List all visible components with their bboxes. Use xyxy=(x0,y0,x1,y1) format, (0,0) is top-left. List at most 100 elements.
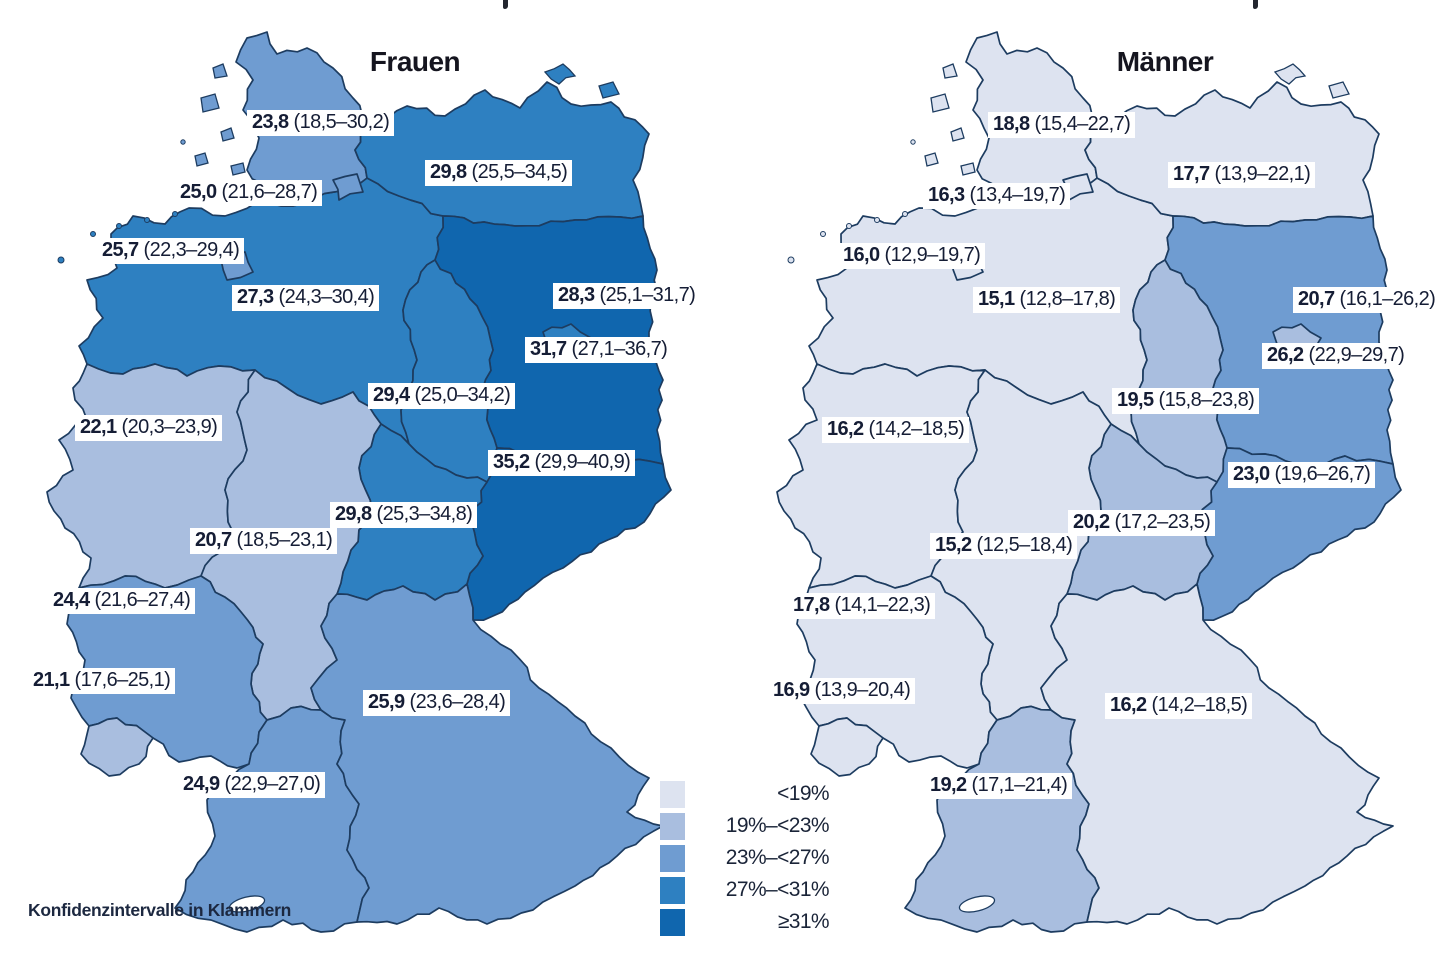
region-confidence-interval: (23,6–28,4) xyxy=(409,691,506,713)
legend-label: ≥31% xyxy=(777,910,830,933)
value-label-st-frauen: 29,4 (25,0–34,2) xyxy=(368,383,516,409)
coastal-islet xyxy=(57,256,65,264)
value-label-th-frauen: 29,8 (25,3–34,8) xyxy=(330,502,478,528)
region-confidence-interval: (14,2–18,5) xyxy=(1151,694,1248,716)
region-value: 18,8 xyxy=(993,113,1030,135)
coastal-island xyxy=(942,63,958,79)
coastal-island xyxy=(1273,63,1307,85)
value-label-ni-maenner: 15,1 (12,8–17,8) xyxy=(973,287,1121,313)
cropped-title-artifact xyxy=(1253,0,1258,9)
region-confidence-interval: (25,1–31,7) xyxy=(599,284,696,306)
legend-swatch xyxy=(660,844,685,872)
region-confidence-interval: (16,1–26,2) xyxy=(1339,288,1436,310)
region-confidence-interval: (13,9–20,4) xyxy=(814,679,911,701)
value-label-hb-maenner: 16,0 (12,9–19,7) xyxy=(838,243,986,269)
coastal-island xyxy=(212,63,228,79)
region-confidence-interval: (12,9–19,7) xyxy=(884,244,981,266)
region-confidence-interval: (14,1–22,3) xyxy=(834,594,931,616)
region-confidence-interval: (17,2–23,5) xyxy=(1114,511,1211,533)
region-value: 17,8 xyxy=(793,594,830,616)
region-confidence-interval: (17,6–25,1) xyxy=(74,669,171,691)
region-mecklenburg-vorpommern xyxy=(1084,81,1380,227)
value-label-nw-frauen: 22,1 (20,3–23,9) xyxy=(75,415,223,441)
region-value: 16,0 xyxy=(843,244,880,266)
germany-map-frauen xyxy=(46,31,672,933)
region-confidence-interval: (22,9–29,7) xyxy=(1308,344,1405,366)
region-value: 20,7 xyxy=(1298,288,1335,310)
coastal-islet xyxy=(116,223,122,229)
value-label-be-frauen: 28,3 (25,1–31,7) xyxy=(553,283,701,309)
region-value: 25,0 xyxy=(180,181,217,203)
value-label-bb-maenner: 26,2 (22,9–29,7) xyxy=(1262,343,1410,369)
region-value: 28,3 xyxy=(558,284,595,306)
value-label-sl-maenner: 16,9 (13,9–20,4) xyxy=(768,678,916,704)
value-label-hh-frauen: 25,0 (21,6–28,7) xyxy=(175,180,323,206)
value-label-st-maenner: 19,5 (15,8–23,8) xyxy=(1112,388,1260,414)
region-hamburg xyxy=(332,173,364,201)
legend: <19% 19%–<23% 23%–<27% 27%–<31% ≥31% xyxy=(660,778,830,938)
coastal-island xyxy=(924,152,939,167)
region-value: 22,1 xyxy=(80,416,117,438)
coastal-island xyxy=(598,81,620,99)
map-panel-frauen: Frauen 23,8 (18,5–30,2) 25,0 (21,6–28,7) 29,… xyxy=(15,20,701,940)
coastal-island xyxy=(194,152,209,167)
region-confidence-interval: (22,3–29,4) xyxy=(143,239,240,261)
region-value: 16,9 xyxy=(773,679,810,701)
region-value: 25,9 xyxy=(368,691,405,713)
legend-swatch xyxy=(660,908,685,936)
region-value: 20,7 xyxy=(195,529,232,551)
region-value: 29,8 xyxy=(430,161,467,183)
region-confidence-interval: (13,4–19,7) xyxy=(969,184,1066,206)
coastal-islet xyxy=(846,223,852,229)
value-label-hb-frauen: 25,7 (22,3–29,4) xyxy=(97,238,245,264)
region-value: 15,1 xyxy=(978,288,1015,310)
map-title-frauen: Frauen xyxy=(369,46,461,77)
region-confidence-interval: (17,1–21,4) xyxy=(971,774,1068,796)
lake-constance xyxy=(228,895,266,913)
region-confidence-interval: (20,3–23,9) xyxy=(121,416,218,438)
region-value: 25,7 xyxy=(102,239,139,261)
region-saarland xyxy=(80,717,154,777)
coastal-island xyxy=(950,127,965,142)
map-panel-maenner: Männer 18,8 (15,4–22,7) 17,7 (13,9–22,1) 16,… xyxy=(745,20,1440,940)
region-value: 23,0 xyxy=(1233,463,1270,485)
region-bayern xyxy=(310,583,664,925)
legend-swatch xyxy=(660,780,685,808)
value-label-sh-maenner: 18,8 (15,4–22,7) xyxy=(988,112,1136,138)
region-value: 29,8 xyxy=(335,503,372,525)
region-bayern xyxy=(1040,583,1394,925)
region-confidence-interval: (12,5–18,4) xyxy=(976,534,1073,556)
legend-label: <19% xyxy=(777,782,830,805)
region-saarland xyxy=(810,717,884,777)
region-confidence-interval: (18,5–30,2) xyxy=(293,111,390,133)
legend-item: ≥31% xyxy=(660,906,830,938)
coastal-island xyxy=(930,93,950,113)
region-confidence-interval: (14,2–18,5) xyxy=(868,418,965,440)
region-confidence-interval: (13,9–22,1) xyxy=(1214,163,1311,185)
region-value: 26,2 xyxy=(1267,344,1304,366)
coastal-island xyxy=(1328,81,1350,99)
value-label-bw-frauen: 24,9 (22,9–27,0) xyxy=(178,772,326,798)
coastal-islet xyxy=(787,256,795,264)
value-label-rp-maenner: 17,8 (14,1–22,3) xyxy=(788,593,936,619)
value-label-sh-frauen: 23,8 (18,5–30,2) xyxy=(247,110,395,136)
region-confidence-interval: (15,4–22,7) xyxy=(1034,113,1131,135)
map-title-maenner: Männer xyxy=(1116,46,1214,77)
value-label-th-maenner: 20,2 (17,2–23,5) xyxy=(1068,510,1216,536)
coastal-island xyxy=(960,162,976,176)
region-confidence-interval: (15,8–23,8) xyxy=(1158,389,1255,411)
value-label-he-frauen: 20,7 (18,5–23,1) xyxy=(190,528,338,554)
region-value: 19,5 xyxy=(1117,389,1154,411)
region-value: 16,2 xyxy=(1110,694,1147,716)
value-label-sn-frauen: 35,2 (29,9–40,9) xyxy=(488,450,636,476)
region-value: 31,7 xyxy=(530,338,567,360)
region-confidence-interval: (24,3–30,4) xyxy=(278,286,375,308)
legend-swatch xyxy=(660,812,685,840)
value-label-nw-maenner: 16,2 (14,2–18,5) xyxy=(822,417,970,443)
region-value: 23,8 xyxy=(252,111,289,133)
value-label-bb-frauen: 31,7 (27,1–36,7) xyxy=(525,337,673,363)
value-label-he-maenner: 15,2 (12,5–18,4) xyxy=(930,533,1078,559)
region-value: 16,3 xyxy=(928,184,965,206)
value-label-ni-frauen: 27,3 (24,3–30,4) xyxy=(232,285,380,311)
legend-swatch xyxy=(660,876,685,904)
